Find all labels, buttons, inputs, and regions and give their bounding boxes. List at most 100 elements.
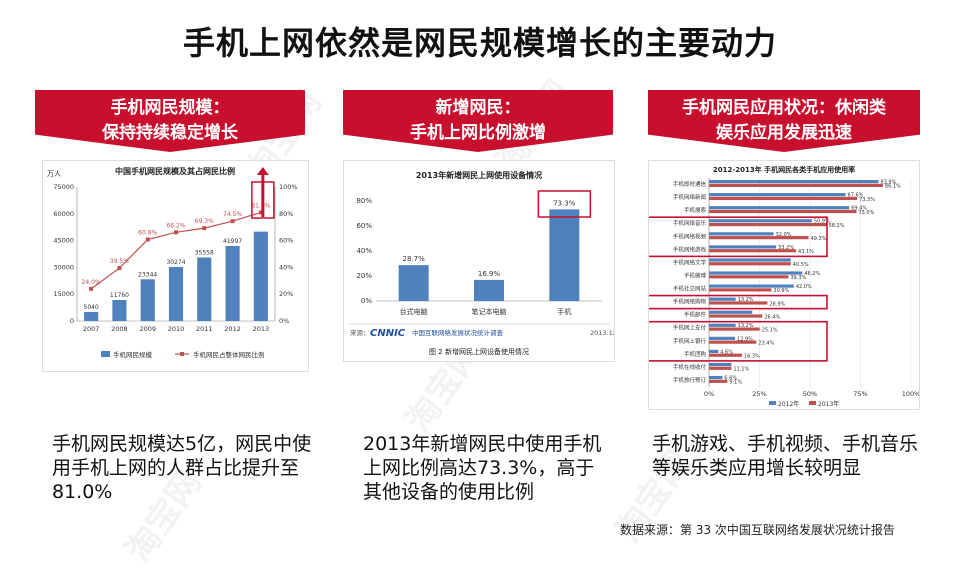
x-tick-label: 2008	[111, 325, 128, 333]
x-tick-label: 2009	[139, 325, 156, 333]
chart-app-usage: 2012-2013年 手机网民各类手机应用使用率 0% 25% 50% 75% 100% 手…	[646, 165, 920, 408]
bar-2013	[709, 366, 732, 370]
source-org: 中国互联网络发展状况统计调查	[412, 328, 504, 337]
bar-2012	[709, 206, 850, 210]
bar-value-label: 69.4%	[851, 206, 867, 212]
x-tick-label: 25%	[752, 390, 766, 398]
bar-value-label: 49.3%	[811, 236, 827, 242]
bar-value-label: 25.1%	[762, 327, 778, 333]
y-tick-label: 60000	[53, 210, 74, 218]
bar-value-label: 30274	[166, 259, 185, 266]
bar-2013	[709, 275, 789, 279]
x-tick-label: 2013	[253, 325, 270, 333]
cnnic-logo: CNNIC	[370, 328, 406, 339]
bar-2012	[709, 232, 774, 236]
bar-2013	[709, 183, 883, 187]
y-tick-label: 0	[70, 317, 74, 325]
highlight-box	[537, 190, 592, 218]
banner-line: 娱乐应用发展迅速	[716, 123, 852, 143]
banner-line: 保持持续稳定增长	[102, 123, 238, 143]
legend-label: 2012年	[778, 400, 799, 408]
bar-value-label: 4.6%	[720, 349, 733, 355]
bar-2013	[709, 249, 797, 253]
y-tick-label: 手机即时通信	[673, 180, 707, 188]
bar-value-label: 30.9%	[773, 288, 789, 294]
y-tick-label: 手机网络购物	[673, 298, 707, 306]
chart-title: 中国手机网民规模及其占网民比例	[115, 166, 235, 176]
y-tick-label: 75000	[53, 183, 74, 191]
y-tick-label: 手机网上银行	[673, 337, 707, 345]
data-source-footer: 数据来源：第 33 次中国互联网络发展状况统计报告	[620, 523, 895, 537]
bar-2012	[709, 193, 846, 197]
banner-line: 手机网民应用状况：休闲类	[682, 98, 886, 118]
x-tick-label: 2007	[83, 325, 100, 333]
y-tick-label: 手机网络新闻	[673, 193, 706, 201]
chart-panel-3: 2012-2013年 手机网民各类手机应用使用率 0% 25% 50% 75% 100% 手…	[646, 160, 920, 410]
bar-value-label: 40.5%	[793, 262, 809, 268]
bar	[253, 231, 268, 321]
legend-label: 手机网民占整体网民比例	[193, 350, 265, 359]
y-tick-label: 80%	[356, 197, 372, 205]
bar-2012	[709, 271, 803, 275]
bar-2013	[709, 314, 763, 318]
y2-tick-label: 100%	[279, 183, 298, 191]
chart-mobile-users: 中国手机网民规模及其占网民比例 万人 0 15000 30000 45000 60000 75…	[47, 166, 298, 359]
bar-2012	[709, 323, 736, 327]
bar-value-label: 46.2%	[804, 271, 820, 277]
bar-2012	[709, 362, 732, 367]
bar-value-label: 23.4%	[758, 340, 774, 346]
x-tick-label: 手机	[557, 307, 571, 316]
bar	[225, 245, 240, 321]
bar-value-label: 23344	[138, 271, 157, 278]
bar	[84, 311, 99, 321]
line-value-label: 81.0%	[251, 202, 270, 209]
bar	[168, 266, 184, 321]
bar-2013	[709, 301, 768, 305]
x-tick-label: 2010	[168, 325, 185, 333]
bar-2013	[709, 379, 728, 383]
x-tick-label: 75%	[853, 390, 867, 398]
bar-2013	[709, 222, 827, 227]
bar	[112, 299, 127, 321]
x-tick-label: 2011	[196, 325, 213, 333]
chart-panel-1: 中国手机网民规模及其占网民比例 万人 0 15000 30000 45000 60000 75…	[42, 160, 309, 372]
chart-new-user-devices: 2013年新增网民上网使用设备情况 0% 20% 40% 60% 80% 28.7% 台式电脑…	[348, 170, 617, 356]
line-point	[174, 230, 178, 235]
bar-value-label: 12.9%	[737, 336, 753, 342]
banner-new-users: 新增网民： 手机上网比例激增	[343, 90, 613, 152]
bar	[474, 279, 504, 301]
bar-value-label: 50.9%	[814, 219, 830, 225]
bar-2013	[709, 209, 857, 214]
y-tick-label: 手机社交网站	[673, 285, 707, 293]
bar-2013	[709, 236, 809, 240]
line-value-label: 74.5%	[223, 211, 242, 218]
y-tick-label: 手机网络音乐	[673, 219, 707, 227]
bar-2013	[709, 196, 858, 201]
y-tick-label: 0%	[361, 297, 372, 305]
bar-value-label: 26.4%	[764, 314, 780, 320]
y-tick-label: 手机邮件	[684, 311, 707, 319]
caption-1: 手机网民规模达5亿，网民中使用手机上网的人群占比提升至81.0%	[52, 433, 312, 503]
y-tick-label: 30000	[53, 263, 74, 271]
bar-value-label: 6.6%	[724, 375, 737, 381]
bar-value-label: 9.1%	[729, 380, 742, 386]
y-tick-label: 60%	[356, 222, 372, 230]
caption-2: 2013年新增网民中使用手机上网比例高达73.3%，高于其他设备的使用比例	[363, 433, 602, 503]
y-tick-label: 手机网络文学	[673, 258, 707, 266]
chart-title: 2013年新增网民上网使用设备情况	[416, 170, 542, 180]
line-point	[145, 237, 150, 242]
bar-value-label: 33.2%	[778, 245, 794, 251]
y2-tick-label: 20%	[279, 290, 293, 298]
bar-2013	[709, 353, 742, 357]
y2-tick-label: 60%	[279, 237, 293, 245]
y-tick-label: 手机在线收付	[673, 363, 707, 371]
bar-2012	[709, 219, 812, 223]
banner-line: 手机上网比例激增	[410, 123, 546, 143]
y-tick-label: 手机微博	[684, 271, 707, 279]
x-tick-label: 0%	[704, 390, 714, 398]
bar	[549, 209, 580, 301]
bar-value-label: 43.1%	[798, 249, 814, 255]
legend-swatch	[809, 401, 816, 405]
y-tick-label: 手机搜索	[684, 206, 707, 214]
bar-value-label: 13.2%	[738, 323, 754, 329]
